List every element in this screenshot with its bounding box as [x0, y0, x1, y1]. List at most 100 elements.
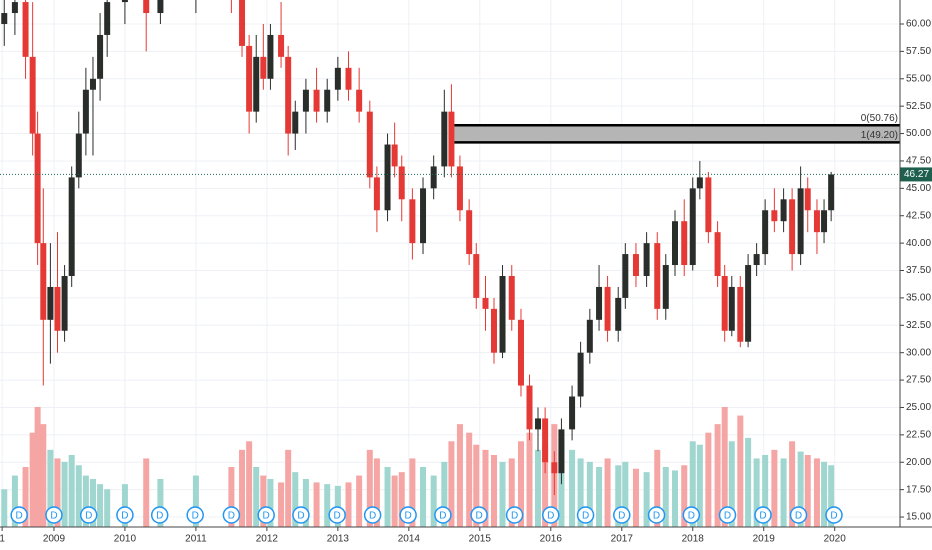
candle-body — [721, 275, 728, 331]
x-tick-label: 2013 — [327, 534, 350, 545]
candle-body — [526, 385, 533, 430]
y-tick-label: 47.50 — [906, 156, 931, 167]
volume-bar — [828, 465, 835, 527]
volume-bar — [672, 470, 678, 527]
volume-bar — [542, 444, 549, 527]
volume-bar — [228, 467, 235, 527]
dividend-label: D — [618, 511, 625, 522]
candle-body — [334, 67, 341, 90]
candle-body — [551, 462, 558, 474]
last-price-badge — [900, 167, 932, 182]
volume-bar — [267, 479, 274, 527]
candle-body — [569, 396, 576, 430]
candle-body — [813, 210, 820, 233]
x-tick-label: 2012 — [256, 534, 279, 545]
dividend-marker — [116, 506, 134, 524]
candle-body — [482, 297, 489, 309]
volume-bar — [604, 458, 611, 527]
y-tick-label: 40.00 — [906, 238, 931, 249]
dividend-label: D — [228, 511, 235, 522]
candle-body — [82, 89, 89, 134]
dividend-marker — [79, 506, 98, 524]
candle-body — [728, 286, 735, 331]
candle-body — [157, 0, 164, 14]
volume-bar — [526, 432, 533, 527]
dividend-label: D — [795, 511, 802, 522]
candle-body — [22, 2, 29, 57]
volume-bar — [1, 489, 8, 527]
candle-body — [373, 177, 380, 211]
candle-body — [430, 166, 437, 189]
candle-body — [143, 0, 150, 14]
candle-body — [97, 34, 104, 79]
dividend-label: D — [439, 511, 446, 522]
candle-body — [689, 188, 696, 266]
candle-body — [615, 297, 622, 331]
dividend-marker — [257, 506, 275, 524]
zone-top-label: 0(50.76) — [861, 113, 898, 124]
candle-body — [499, 275, 506, 353]
dividend-marker — [222, 506, 241, 524]
y-tick-label: 45.00 — [906, 183, 931, 194]
candle-body — [456, 166, 463, 211]
candle-body — [324, 89, 331, 112]
x-tick-label: 2019 — [753, 534, 776, 545]
candle-body — [11, 2, 18, 14]
candle-body — [643, 243, 650, 276]
candle-body — [714, 232, 721, 276]
candle-body — [267, 34, 274, 79]
candle-body — [745, 265, 752, 342]
volume-bar — [22, 467, 29, 527]
volume-bar — [705, 432, 712, 527]
candle-body — [61, 275, 68, 331]
volume-bar — [569, 449, 576, 527]
dividend-label: D — [759, 511, 766, 522]
last-price-label: 46.27 — [904, 169, 929, 180]
dividend-marker — [150, 506, 169, 524]
candle-body — [68, 177, 75, 276]
dividend-marker — [789, 506, 808, 524]
candle-body — [34, 133, 41, 244]
candle-body — [239, 0, 246, 46]
volume-bar — [11, 475, 18, 527]
candle-body — [448, 111, 455, 167]
x-tick-label: 2016 — [540, 534, 563, 545]
overlay-layer: 15.00 17.50 20.00 22.50 25.00 27.50 30.00 32.50… — [0, 19, 932, 545]
volume-bar — [292, 472, 299, 527]
dividend-marker — [470, 506, 488, 524]
candle-body — [542, 418, 549, 463]
candle-body — [313, 89, 320, 112]
volume-layer — [1, 407, 835, 527]
candle-body — [705, 177, 712, 233]
volume-bar — [239, 449, 246, 527]
dividend-marker — [613, 506, 631, 524]
volume-bar — [753, 458, 760, 527]
volume-bar — [40, 424, 47, 527]
dividend-label: D — [724, 511, 731, 522]
volume-bar — [47, 449, 54, 527]
y-tick-label: 35.00 — [906, 293, 931, 304]
volume-bar — [745, 437, 752, 527]
candle-body — [391, 144, 398, 167]
dividend-marker — [45, 506, 63, 524]
dividend-label: D — [121, 511, 128, 522]
volume-bar — [143, 458, 150, 527]
candle-body — [356, 89, 363, 112]
volume-bar — [441, 461, 448, 527]
volume-bar — [689, 441, 696, 527]
dividend-marker — [754, 506, 772, 524]
candle-body — [75, 133, 82, 178]
candle-body — [409, 199, 416, 244]
candle-body — [696, 177, 703, 189]
dividend-marker — [576, 506, 595, 524]
dividend-label: D — [830, 511, 837, 522]
volume-bar — [577, 458, 584, 527]
volume-bar — [615, 465, 622, 527]
volume-bar — [804, 455, 811, 527]
x-tick-label: 2011 — [185, 534, 207, 545]
y-tick-label: 32.50 — [906, 320, 931, 331]
volume-bar — [448, 441, 455, 527]
y-tick-label: 20.00 — [906, 457, 931, 468]
volume-bar — [714, 424, 721, 527]
candle-body — [508, 275, 515, 320]
